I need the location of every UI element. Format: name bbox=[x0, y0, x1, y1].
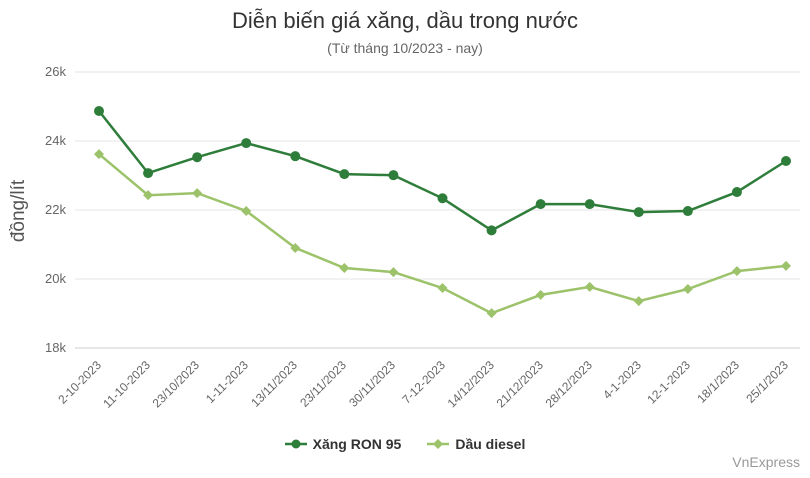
series-lines bbox=[94, 105, 791, 319]
data-point[interactable] bbox=[94, 149, 104, 160]
data-point[interactable] bbox=[584, 199, 595, 210]
chart-subtitle: (Từ tháng 10/2023 - nay) bbox=[327, 40, 483, 56]
data-point[interactable] bbox=[241, 206, 252, 217]
chart-title: Diễn biến giá xăng, dầu trong nước bbox=[232, 8, 578, 33]
data-point[interactable] bbox=[535, 289, 546, 300]
data-point[interactable] bbox=[290, 151, 301, 162]
y-tick-label: 18k bbox=[45, 340, 66, 355]
data-point[interactable] bbox=[781, 156, 791, 167]
data-point[interactable] bbox=[781, 260, 791, 271]
data-point[interactable] bbox=[486, 308, 497, 319]
data-point[interactable] bbox=[633, 296, 644, 307]
y-tick-label: 20k bbox=[45, 271, 66, 286]
data-point[interactable] bbox=[388, 267, 399, 278]
y-tick-label: 26k bbox=[45, 64, 66, 79]
data-point[interactable] bbox=[339, 262, 350, 273]
data-point[interactable] bbox=[682, 284, 693, 295]
data-point[interactable] bbox=[535, 199, 546, 210]
y-tick-label: 24k bbox=[45, 133, 66, 148]
data-point[interactable] bbox=[388, 170, 399, 181]
data-point[interactable] bbox=[437, 282, 448, 293]
source-credit: VnExpress bbox=[732, 454, 800, 470]
data-point[interactable] bbox=[290, 242, 301, 253]
data-point[interactable] bbox=[241, 138, 252, 149]
legend-label: Xăng RON 95 bbox=[312, 436, 402, 452]
series-line bbox=[98, 110, 787, 232]
data-point[interactable] bbox=[437, 193, 448, 204]
diamond-marker-icon bbox=[427, 439, 450, 449]
data-point[interactable] bbox=[143, 190, 154, 201]
y-tick-label: 22k bbox=[45, 202, 66, 217]
data-point[interactable] bbox=[682, 206, 693, 217]
data-point[interactable] bbox=[486, 225, 497, 236]
circle-marker-icon bbox=[284, 439, 307, 449]
legend-item-diesel[interactable]: Dầu diesel bbox=[427, 436, 525, 452]
legend-item-ron95[interactable]: Xăng RON 95 bbox=[284, 436, 402, 452]
data-point[interactable] bbox=[339, 169, 350, 180]
data-point[interactable] bbox=[633, 207, 644, 218]
data-point[interactable] bbox=[192, 188, 203, 199]
data-point[interactable] bbox=[143, 168, 154, 179]
data-point[interactable] bbox=[192, 152, 203, 163]
data-point[interactable] bbox=[731, 266, 742, 277]
data-point[interactable] bbox=[731, 187, 742, 198]
data-point[interactable] bbox=[94, 105, 104, 116]
legend: Xăng RON 95 Dầu diesel bbox=[0, 436, 810, 452]
legend-label: Dầu diesel bbox=[455, 436, 526, 452]
data-point[interactable] bbox=[584, 281, 595, 292]
gridlines bbox=[75, 71, 800, 349]
